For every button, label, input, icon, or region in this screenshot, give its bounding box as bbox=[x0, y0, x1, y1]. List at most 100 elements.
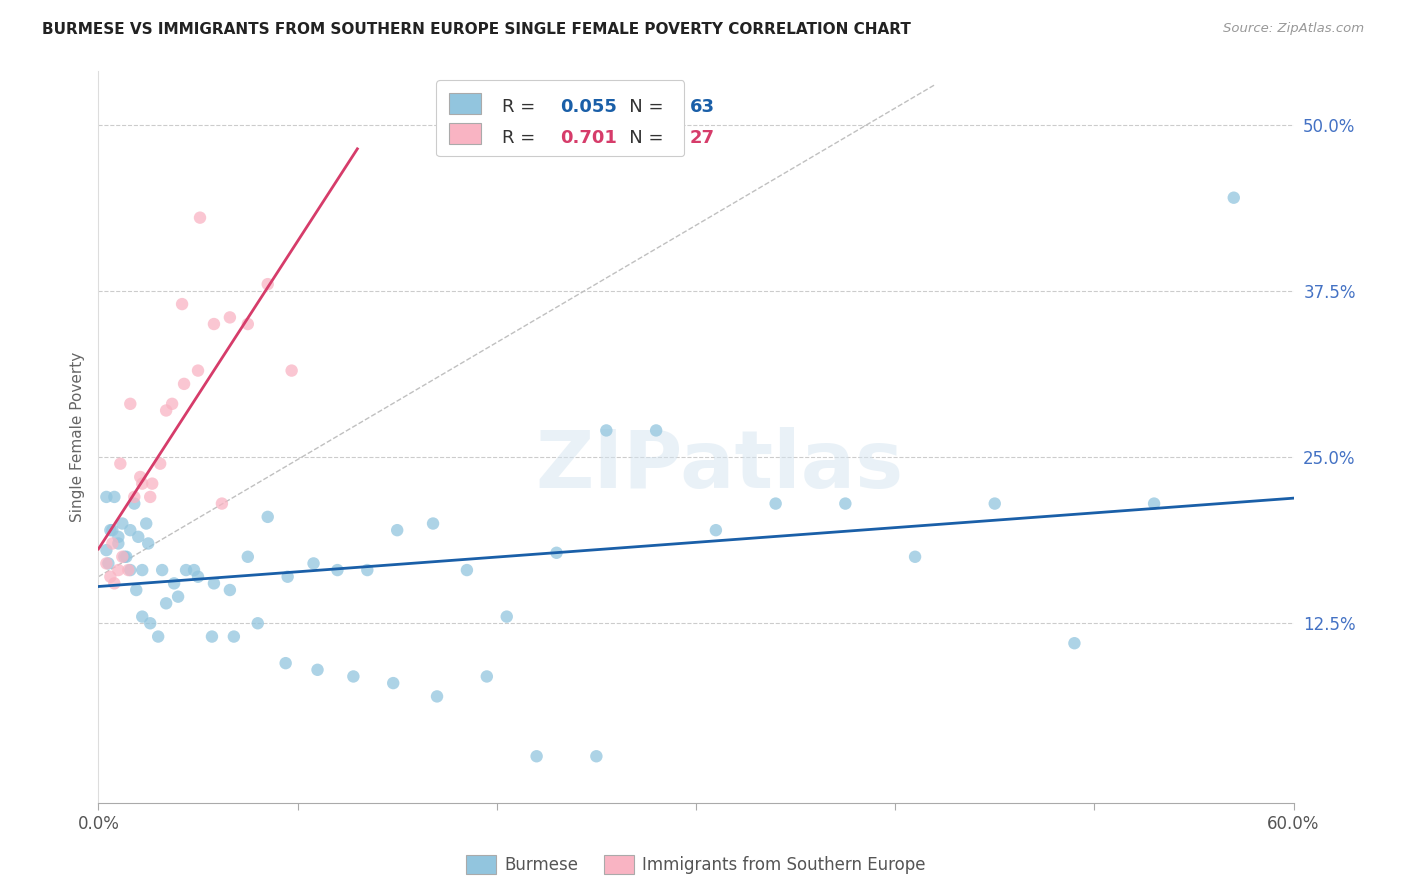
Point bbox=[131, 476, 153, 491]
Point bbox=[1063, 636, 1085, 650]
Point bbox=[246, 616, 269, 631]
Point bbox=[211, 497, 233, 511]
Point bbox=[356, 563, 378, 577]
Point bbox=[120, 563, 142, 577]
Point bbox=[256, 277, 278, 292]
Point bbox=[704, 523, 727, 537]
Point bbox=[163, 576, 186, 591]
Text: Source: ZipAtlas.com: Source: ZipAtlas.com bbox=[1223, 22, 1364, 36]
Legend: Burmese, Immigrants from Southern Europe: Burmese, Immigrants from Southern Europe bbox=[458, 847, 934, 882]
Point bbox=[236, 317, 259, 331]
Point bbox=[219, 582, 242, 597]
Point bbox=[96, 543, 118, 558]
Point bbox=[302, 557, 325, 571]
Point bbox=[326, 563, 349, 577]
Point bbox=[382, 676, 405, 690]
Text: 27: 27 bbox=[690, 129, 716, 147]
Point bbox=[219, 310, 242, 325]
Point bbox=[595, 424, 617, 438]
Point bbox=[202, 317, 225, 331]
Text: R =: R = bbox=[502, 129, 547, 147]
Point bbox=[111, 549, 134, 564]
Point bbox=[124, 497, 146, 511]
Point bbox=[120, 523, 142, 537]
Point bbox=[422, 516, 444, 531]
Point bbox=[101, 536, 124, 550]
Text: 63: 63 bbox=[690, 97, 716, 116]
Point bbox=[984, 497, 1007, 511]
Point bbox=[834, 497, 856, 511]
Point bbox=[124, 490, 146, 504]
Point bbox=[426, 690, 449, 704]
Y-axis label: Single Female Poverty: Single Female Poverty bbox=[69, 352, 84, 522]
Point bbox=[280, 363, 302, 377]
Point bbox=[173, 376, 195, 391]
Point bbox=[187, 570, 209, 584]
Point bbox=[101, 523, 124, 537]
Point bbox=[141, 476, 163, 491]
Text: ZIPatlas: ZIPatlas bbox=[536, 427, 904, 506]
Point bbox=[342, 669, 364, 683]
Point bbox=[155, 403, 177, 417]
Point bbox=[107, 536, 129, 550]
Point bbox=[115, 549, 138, 564]
Point bbox=[183, 563, 205, 577]
Text: N =: N = bbox=[612, 129, 669, 147]
Point bbox=[129, 470, 152, 484]
Point bbox=[167, 590, 190, 604]
Text: 0.701: 0.701 bbox=[560, 129, 617, 147]
Point bbox=[765, 497, 787, 511]
Point bbox=[107, 530, 129, 544]
Point bbox=[172, 297, 194, 311]
Point bbox=[456, 563, 478, 577]
Point bbox=[110, 457, 132, 471]
Point bbox=[112, 549, 135, 564]
Point bbox=[98, 570, 122, 584]
Point bbox=[904, 549, 927, 564]
Text: 0.055: 0.055 bbox=[560, 97, 617, 116]
Point bbox=[107, 563, 129, 577]
Point bbox=[98, 523, 122, 537]
Point bbox=[160, 397, 183, 411]
Point bbox=[274, 656, 297, 670]
Point bbox=[277, 570, 299, 584]
Point bbox=[546, 546, 568, 560]
Point bbox=[97, 557, 120, 571]
Point bbox=[96, 557, 118, 571]
Point bbox=[585, 749, 607, 764]
Point bbox=[201, 630, 224, 644]
Point bbox=[135, 516, 157, 531]
Point bbox=[111, 516, 134, 531]
Point bbox=[148, 630, 170, 644]
Point bbox=[96, 490, 118, 504]
Point bbox=[495, 609, 517, 624]
Point bbox=[120, 397, 142, 411]
Point bbox=[645, 424, 668, 438]
Point bbox=[127, 530, 149, 544]
Text: BURMESE VS IMMIGRANTS FROM SOUTHERN EUROPE SINGLE FEMALE POVERTY CORRELATION CHA: BURMESE VS IMMIGRANTS FROM SOUTHERN EURO… bbox=[42, 22, 911, 37]
Point bbox=[307, 663, 329, 677]
Point bbox=[131, 563, 153, 577]
Point bbox=[155, 596, 177, 610]
Point bbox=[174, 563, 197, 577]
Point bbox=[139, 490, 162, 504]
Point bbox=[187, 363, 209, 377]
Point bbox=[188, 211, 211, 225]
Point bbox=[139, 616, 162, 631]
Point bbox=[103, 576, 125, 591]
Point bbox=[103, 490, 125, 504]
Point bbox=[202, 576, 225, 591]
Point bbox=[222, 630, 245, 644]
Text: N =: N = bbox=[612, 97, 669, 116]
Point bbox=[117, 563, 139, 577]
Text: R =: R = bbox=[502, 97, 547, 116]
Point bbox=[1143, 497, 1166, 511]
Point bbox=[131, 609, 153, 624]
Point bbox=[149, 457, 172, 471]
Point bbox=[1223, 191, 1246, 205]
Point bbox=[236, 549, 259, 564]
Point bbox=[125, 582, 148, 597]
Point bbox=[256, 509, 278, 524]
Point bbox=[136, 536, 159, 550]
Point bbox=[526, 749, 548, 764]
